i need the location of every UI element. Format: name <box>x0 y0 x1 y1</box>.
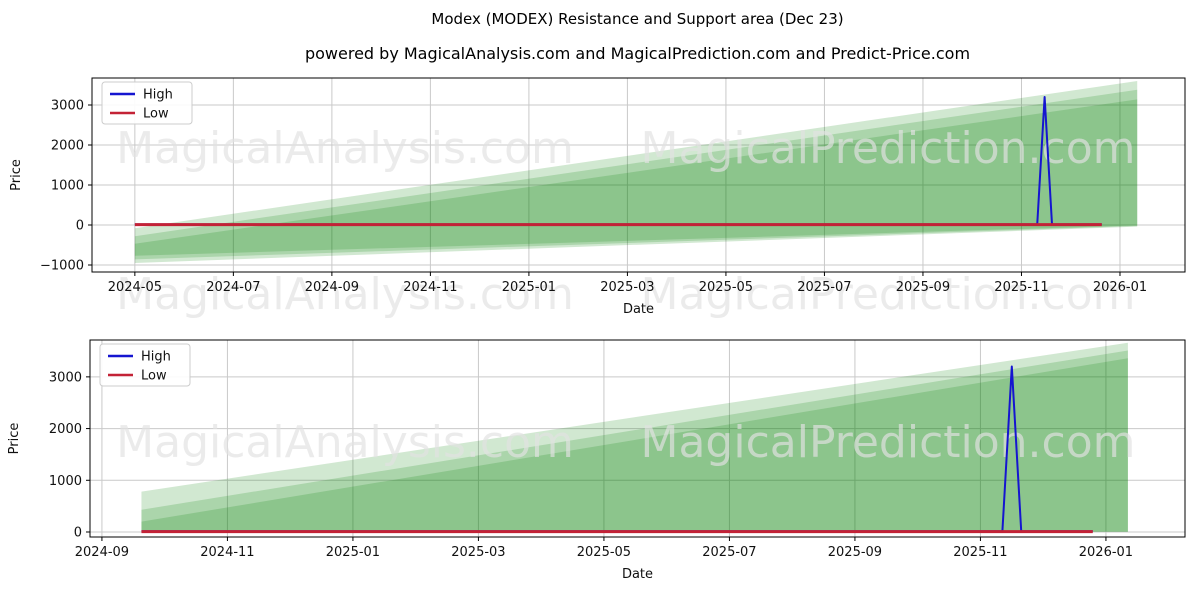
page-subtitle: powered by MagicalAnalysis.com and Magic… <box>304 44 971 63</box>
x-tick-label: 2025-07 <box>702 545 756 560</box>
watermark-text: MagicalAnalysis.com <box>116 269 574 320</box>
y-tick-label: 1000 <box>51 179 84 194</box>
legend-label-high: High <box>141 350 171 365</box>
x-tick-label: 2025-01 <box>326 545 380 560</box>
x-tick-label: 2025-11 <box>953 545 1007 560</box>
band-middle <box>134 89 1138 260</box>
band-core <box>141 358 1128 532</box>
band-core <box>134 99 1138 256</box>
x-tick-label: 2025-09 <box>896 280 950 295</box>
band-outer <box>141 342 1128 532</box>
band-outer <box>134 81 1138 263</box>
x-tick-label: 2025-11 <box>994 280 1048 295</box>
x-axis-label: Date <box>623 302 654 317</box>
x-tick-label: 2026-01 <box>1079 545 1133 560</box>
y-tick-label: 1000 <box>49 474 82 489</box>
y-tick-label: 3000 <box>49 370 82 385</box>
watermark-text: MagicalPrediction.com <box>641 269 1136 320</box>
y-axis-label: Price <box>7 423 22 455</box>
band-middle <box>141 350 1128 532</box>
watermark-text: MagicalAnalysis.com <box>116 123 574 174</box>
x-tick-label: 2026-01 <box>1093 280 1147 295</box>
x-tick-label: 2025-07 <box>797 280 851 295</box>
y-tick-label: 0 <box>76 219 84 234</box>
legend-label-high: High <box>143 88 173 103</box>
y-tick-label: 2000 <box>51 139 84 154</box>
y-axis-label: Price <box>9 159 24 191</box>
x-tick-label: 2024-09 <box>75 545 129 560</box>
plot-border <box>89 339 1186 538</box>
x-tick-label: 2025-05 <box>699 280 753 295</box>
x-tick-label: 2024-11 <box>200 545 254 560</box>
y-tick-label: 0 <box>74 525 82 540</box>
legend-label-low: Low <box>143 107 169 122</box>
plot-border <box>91 77 1186 273</box>
x-tick-label: 2024-11 <box>403 280 457 295</box>
x-tick-label: 2025-05 <box>577 545 631 560</box>
legend-label-low: Low <box>141 369 167 384</box>
y-tick-label: 3000 <box>51 99 84 114</box>
x-tick-label: 2024-05 <box>108 280 162 295</box>
x-tick-label: 2025-01 <box>502 280 556 295</box>
watermark-text: MagicalAnalysis.com <box>116 417 574 468</box>
y-tick-label: 2000 <box>49 422 82 437</box>
y-tick-label: −1000 <box>40 259 84 274</box>
page-title: Modex (MODEX) Resistance and Support are… <box>431 10 844 28</box>
x-tick-label: 2025-03 <box>600 280 654 295</box>
x-tick-label: 2024-09 <box>305 280 359 295</box>
x-axis-label: Date <box>622 567 653 582</box>
watermark-text: MagicalPrediction.com <box>641 417 1136 468</box>
watermark-text: MagicalPrediction.com <box>641 123 1136 174</box>
x-tick-label: 2025-09 <box>828 545 882 560</box>
x-tick-label: 2025-03 <box>451 545 505 560</box>
x-tick-label: 2024-07 <box>206 280 260 295</box>
